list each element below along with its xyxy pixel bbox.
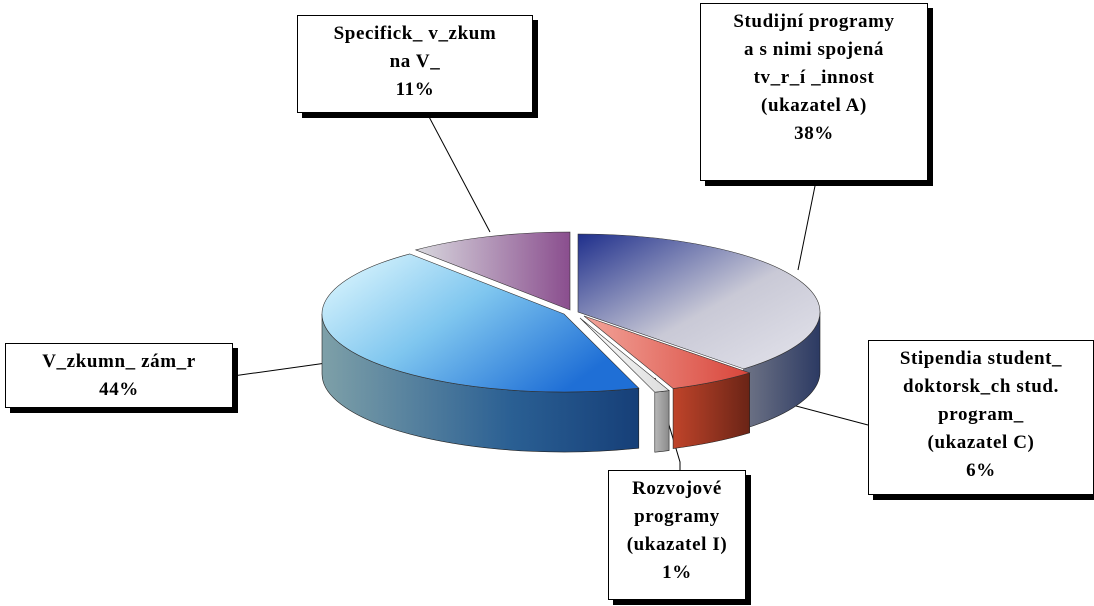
data-label-text: Specifick_ v_zkum bbox=[333, 23, 497, 44]
pie-slice-studijni bbox=[577, 233, 821, 370]
pie-slice-specificky bbox=[414, 231, 571, 311]
data-label-text: (ukazatel C) bbox=[927, 432, 1035, 453]
data-label-text: a s nimi spojená bbox=[744, 39, 884, 60]
data-label-text: Studijní programy bbox=[733, 11, 895, 32]
data-label-text: na V_ bbox=[389, 51, 441, 72]
pie-sides bbox=[321, 311, 821, 453]
data-label-percent: 38% bbox=[794, 123, 834, 144]
data-label-text: programy bbox=[634, 506, 720, 527]
data-label-percent: 1% bbox=[662, 562, 692, 583]
pie-slice-rozvojove bbox=[579, 317, 670, 393]
data-label-rozvojove: Rozvojové programy (ukazatel I) 1% bbox=[608, 470, 746, 600]
data-label-text: V_zkumn_ zám_r bbox=[42, 351, 196, 372]
data-label-text: Rozvojové bbox=[632, 478, 722, 499]
pie-slice-stipendia bbox=[583, 315, 751, 389]
data-label-text: doktorsk_ch stud. bbox=[903, 376, 1059, 397]
data-label-text: (ukazatel A) bbox=[761, 95, 867, 116]
pie-slice-vyzkumny bbox=[321, 253, 640, 393]
data-label-stipendia: Stipendia student_ doktorsk_ch stud. progr… bbox=[868, 340, 1094, 495]
pie-tops bbox=[321, 231, 821, 393]
data-label-vyzkumny: V_zkumn_ zám_r 44% bbox=[5, 343, 233, 408]
leader-line-specificky bbox=[426, 112, 491, 233]
data-label-text: tv_r_í _innost bbox=[753, 67, 875, 88]
data-label-text: Stipendia student_ bbox=[899, 348, 1063, 369]
leader-line-studijni bbox=[797, 180, 817, 271]
data-label-text: (ukazatel I) bbox=[626, 534, 728, 555]
data-label-percent: 6% bbox=[966, 460, 996, 481]
pie-side-rozvojove bbox=[654, 390, 670, 453]
data-label-percent: 11% bbox=[395, 79, 435, 100]
data-label-percent: 44% bbox=[99, 379, 139, 400]
data-label-text: program_ bbox=[938, 404, 1024, 425]
data-label-studijni: Studijní programy a s nimi spojená tv_r_í … bbox=[700, 3, 928, 181]
